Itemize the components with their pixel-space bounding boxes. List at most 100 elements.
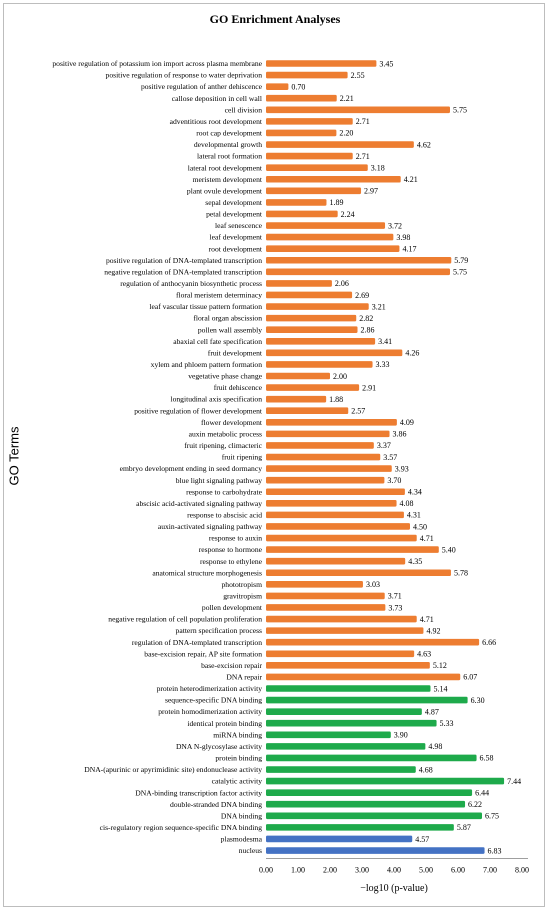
category-label: vegetative phase change: [188, 372, 262, 381]
bar: [266, 488, 405, 496]
category-label: response to carbohydrate: [186, 487, 263, 496]
bar: [266, 118, 353, 125]
category-label: embryo development ending in seed dorman…: [120, 464, 263, 473]
category-label: meristem development: [193, 175, 263, 184]
value-label: 6.75: [485, 812, 499, 821]
value-label: 7.44: [507, 777, 521, 786]
bar: [266, 650, 415, 658]
value-label: 5.79: [454, 256, 468, 265]
category-label: lateral root formation: [197, 152, 262, 161]
category-label: root development: [209, 244, 263, 253]
category-label: pattern specification process: [176, 626, 262, 635]
value-label: 2.21: [340, 94, 354, 103]
value-label: 6.58: [480, 754, 494, 763]
category-label: lateral root development: [188, 163, 263, 172]
value-label: 4.92: [426, 626, 440, 635]
category-label: callose deposition in cell wall: [172, 94, 262, 103]
value-label: 3.18: [371, 163, 385, 172]
category-label: sequence-specific DNA binding: [165, 696, 262, 705]
bar: [266, 303, 369, 310]
value-label: 1.89: [329, 198, 343, 207]
bar: [266, 94, 337, 102]
value-label: 2.71: [356, 152, 370, 161]
value-label: 3.57: [383, 453, 397, 462]
category-label: fruit dehiscence: [214, 383, 263, 392]
value-label: 2.55: [351, 71, 365, 80]
bar: [266, 129, 337, 137]
category-label: cis-regulatory region sequence-specific …: [100, 823, 263, 832]
bar: [266, 754, 477, 762]
value-label: 2.57: [351, 407, 365, 416]
bar: [266, 500, 397, 507]
category-label: protein heterodimerization activity: [157, 684, 263, 693]
category-label: DNA binding: [221, 811, 262, 820]
value-label: 4.50: [413, 522, 427, 531]
bar: [266, 511, 404, 519]
value-label: 3.73: [388, 603, 402, 612]
bar: [266, 395, 327, 403]
value-label: 3.98: [396, 233, 410, 242]
bar: [266, 523, 410, 530]
value-label: 2.06: [335, 279, 349, 288]
bar: [266, 638, 480, 646]
bar: [266, 210, 338, 218]
value-label: 6.66: [482, 638, 496, 647]
value-label: 2.86: [361, 326, 375, 335]
value-label: 3.71: [388, 592, 402, 601]
bar: [266, 685, 431, 692]
category-label: leaf development: [210, 233, 263, 242]
bar: [266, 442, 374, 449]
bar: [266, 326, 358, 334]
value-label: 4.09: [400, 418, 414, 427]
value-label: 2.69: [355, 291, 369, 300]
value-label: 4.71: [420, 534, 434, 543]
category-label: response to hormone: [199, 545, 263, 554]
bar: [266, 256, 452, 264]
value-label: 4.98: [428, 742, 442, 751]
value-label: 6.30: [471, 696, 485, 705]
bar: [266, 407, 349, 415]
category-label: regulation of DNA-templated transcriptio…: [132, 638, 262, 647]
bar: [266, 476, 385, 484]
value-label: 3.37: [377, 441, 391, 450]
x-tick-label: 5.00: [419, 866, 433, 875]
chart-title: GO Enrichment Analyses: [209, 12, 341, 26]
bar: [266, 789, 473, 796]
value-label: 5.78: [454, 569, 468, 578]
bar: [266, 152, 353, 160]
value-label: 4.21: [404, 175, 418, 184]
category-label: base-excision repair, AP site formation: [144, 649, 262, 658]
bar: [266, 268, 450, 276]
bar: [266, 743, 426, 750]
category-label: leaf senescence: [215, 221, 263, 230]
category-label: response to ethylene: [200, 557, 263, 566]
category-label: developmental growth: [194, 140, 262, 149]
bar: [266, 569, 451, 577]
value-label: 3.41: [378, 337, 392, 346]
category-label: plasmodesma: [221, 835, 263, 844]
bar: [266, 592, 385, 600]
value-label: 2.24: [341, 210, 355, 219]
category-label: protein binding: [215, 754, 262, 763]
value-label: 5.14: [433, 684, 447, 693]
value-label: 5.33: [440, 719, 454, 728]
value-label: 4.08: [400, 499, 414, 508]
value-label: 3.86: [393, 430, 407, 439]
bar: [266, 557, 406, 565]
category-label: catalytic activity: [212, 777, 263, 786]
x-tick-label: 6.00: [451, 866, 465, 875]
value-label: 5.75: [453, 268, 467, 277]
category-label: anatomical structure morphogenesis: [152, 568, 262, 577]
category-label: negative regulation of DNA-templated tra…: [104, 267, 262, 276]
bar: [266, 766, 416, 773]
bar: [266, 83, 289, 90]
value-label: 6.22: [468, 800, 482, 809]
value-label: 5.12: [433, 661, 447, 670]
bar: [266, 465, 392, 472]
category-label: identical protein binding: [187, 719, 262, 728]
category-label: adventitious root development: [170, 117, 263, 126]
bar: [266, 627, 424, 634]
value-label: 3.93: [395, 464, 409, 473]
category-label: flower development: [201, 418, 263, 427]
